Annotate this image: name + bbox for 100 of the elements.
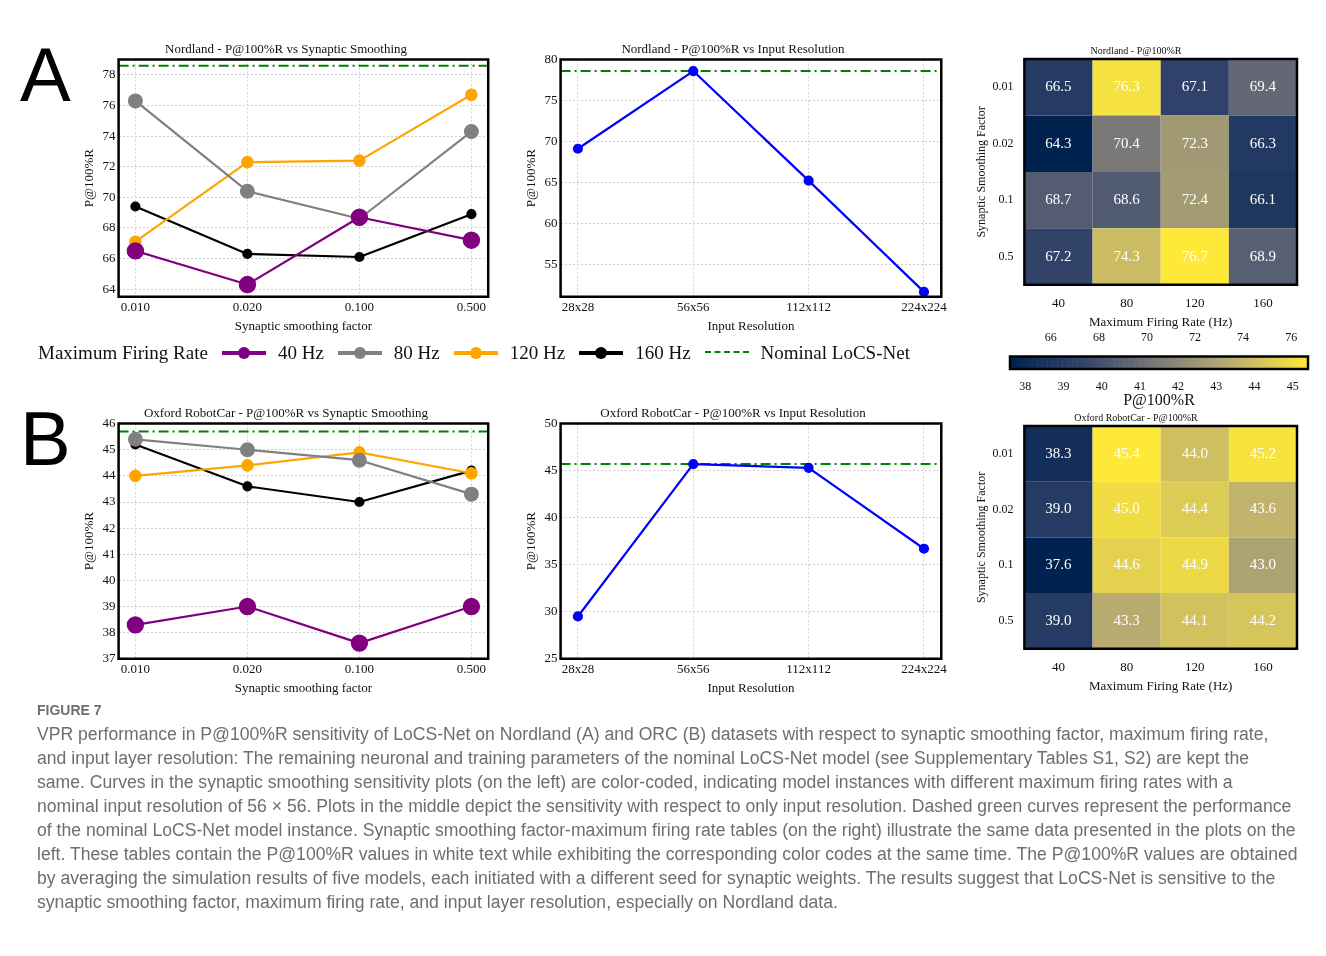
chart-title: Oxford RobotCar - P@100%R vs Synaptic Smoothing (143, 405, 429, 421)
data-label: 66.5 (1045, 78, 1072, 95)
x-tick-label: 40 (1051, 659, 1065, 675)
y-tick-label: 35 (544, 556, 558, 572)
point (462, 231, 481, 249)
data-label: 44.1 (1181, 611, 1208, 628)
point (572, 143, 583, 154)
y-tick-label: 39 (102, 597, 116, 613)
y-axis-title: P@100%R (523, 148, 539, 208)
point (126, 616, 145, 634)
data-label: 72.4 (1181, 191, 1209, 208)
color-bar-label: 43 (1210, 379, 1223, 394)
y-tick-label: 44 (102, 467, 117, 483)
data-label: 67.1 (1181, 78, 1208, 95)
point (130, 201, 141, 212)
y-tick-label: 50 (544, 415, 558, 431)
y-tick-label: 0.1 (998, 192, 1014, 207)
data-label: 39.0 (1045, 611, 1072, 628)
x-tick-label: 0.020 (232, 661, 263, 677)
point (918, 286, 930, 297)
x-tick-label: 28x28 (561, 661, 595, 677)
y-tick-label: 37 (102, 650, 117, 666)
data-label: 68.9 (1249, 247, 1277, 264)
y-tick-label: 65 (544, 173, 558, 189)
color-bar-label: 44 (1248, 379, 1261, 394)
point (354, 251, 365, 263)
y-tick-label: 0.1 (998, 557, 1014, 572)
point (354, 496, 365, 508)
point (688, 65, 699, 77)
data-label: 44.9 (1181, 556, 1208, 573)
y-tick-label: 0.5 (998, 613, 1014, 628)
point (241, 155, 254, 169)
x-tick-label: 160 (1253, 295, 1273, 311)
y-tick-label: 70 (544, 132, 558, 148)
x-tick-label: 0.010 (120, 299, 151, 315)
y-tick-label: 41 (102, 545, 116, 561)
x-axis-title: Synaptic smoothing factor (234, 317, 373, 333)
data-label: 74.3 (1113, 247, 1140, 264)
data-label: 45.4 (1113, 444, 1141, 461)
point (241, 459, 254, 472)
y-tick-label: 55 (544, 255, 558, 271)
y-tick-label: 75 (544, 91, 558, 107)
y-axis-title: Synaptic Smoothing Factor (974, 471, 989, 604)
chart-title: Oxford RobotCar - P@100%R (1074, 411, 1199, 423)
point (572, 611, 583, 622)
y-tick-label: 40 (544, 509, 558, 525)
y-tick-label: 45 (544, 462, 558, 478)
x-tick-label: 120 (1185, 659, 1205, 675)
color-bar-label: 45 (1286, 379, 1299, 394)
point (350, 634, 369, 652)
y-tick-label: 76 (102, 96, 117, 112)
legend-label: 40 Hz (277, 342, 324, 364)
color-bar-label: 38 (1019, 379, 1032, 394)
x-tick-label: 28x28 (561, 299, 595, 315)
y-tick-label: 46 (102, 415, 117, 431)
legend-title: Maximum Firing Rate (38, 342, 208, 364)
x-tick-label: 0.010 (120, 661, 151, 677)
y-tick-label: 38 (102, 624, 116, 640)
y-tick-label: 43 (102, 493, 116, 509)
y-tick-label: 40 (102, 571, 116, 587)
y-axis-title: P@100%R (523, 511, 539, 571)
point (803, 462, 814, 473)
data-label: 43.0 (1249, 556, 1277, 573)
x-tick-label: 0.500 (456, 299, 487, 315)
chart-title: Nordland - P@100%R vs Input Resolution (621, 41, 846, 57)
y-tick-label: 74 (102, 127, 117, 143)
x-axis-title: Input Resolution (707, 679, 795, 695)
data-label: 70.4 (1113, 134, 1141, 151)
data-label: 64.3 (1045, 134, 1072, 151)
point (463, 124, 479, 140)
data-label: 38.3 (1045, 444, 1072, 461)
data-label: 76.3 (1113, 78, 1140, 95)
data-label: 44.2 (1249, 611, 1277, 628)
data-label: 43.6 (1249, 500, 1277, 517)
y-tick-label: 80 (544, 51, 558, 67)
data-label: 69.4 (1249, 78, 1277, 95)
x-tick-label: 56x56 (677, 661, 711, 677)
y-tick-label: 64 (102, 280, 117, 296)
chart-title: Nordland - P@100%R (1090, 44, 1182, 56)
x-tick-label: 160 (1253, 659, 1273, 675)
point (126, 242, 145, 260)
x-tick-label: 112x112 (786, 661, 831, 677)
x-tick-label: 0.100 (344, 661, 375, 677)
x-axis-title: Maximum Firing Rate (Hz) (1089, 677, 1233, 693)
x-tick-label: 224x224 (901, 299, 948, 315)
x-tick-label: 224x224 (901, 661, 948, 677)
y-tick-label: 72 (102, 158, 116, 174)
x-tick-label: 120 (1185, 295, 1205, 311)
point (803, 175, 814, 186)
y-axis-title: Synaptic Smoothing Factor (974, 106, 989, 238)
color-bar-label: 40 (1095, 379, 1108, 394)
point (351, 452, 367, 468)
point (353, 154, 366, 167)
data-label: 44.0 (1181, 444, 1208, 461)
y-tick-label: 25 (544, 650, 558, 666)
color-bar-label: 76 (1285, 330, 1298, 345)
y-tick-label: 66 (102, 249, 117, 265)
chart-title: Oxford RobotCar - P@100%R vs Input Resolution (600, 405, 867, 421)
y-tick-label: 78 (102, 66, 116, 82)
data-label: 37.6 (1045, 556, 1073, 573)
